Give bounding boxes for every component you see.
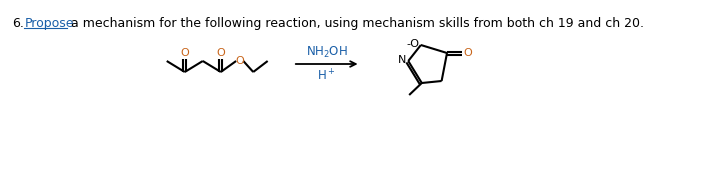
Text: O: O (463, 48, 472, 58)
Text: a mechanism for the following reaction, using mechanism skills from both ch 19 a: a mechanism for the following reaction, … (67, 17, 644, 30)
Text: H$^+$: H$^+$ (317, 68, 336, 83)
Text: O: O (235, 56, 244, 66)
Text: NH$_2$OH: NH$_2$OH (306, 45, 348, 60)
Text: O: O (216, 48, 225, 58)
Text: Propose: Propose (25, 17, 74, 30)
Text: 6.: 6. (12, 17, 25, 30)
Text: N: N (398, 55, 407, 65)
Text: O: O (180, 48, 189, 58)
Text: -O: -O (406, 39, 419, 49)
